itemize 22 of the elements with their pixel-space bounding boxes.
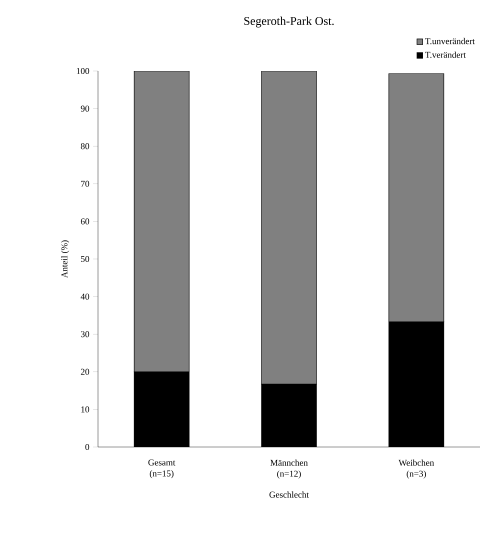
bar [261,70,317,385]
y-tick-label: 100 [76,68,90,74]
y-tick-label: 50 [81,256,90,262]
bar [388,73,444,322]
y-tick-label: 0 [85,444,90,450]
y-tick-label: 90 [80,106,90,112]
y-axis-title: Anteil (%) [61,240,70,278]
y-tick-label: 40 [80,294,90,300]
x-tick-label: Gesamt (n=15) [148,459,176,478]
legend-label: T.unverändert [425,38,475,44]
y-tick-label: 70 [81,180,90,187]
y-tick-label: 80 [80,143,90,150]
x-axis-title: Geschlecht [269,491,309,498]
y-tick-label: 20 [80,368,90,375]
chart-title: Segeroth-Park Ost. [244,16,334,28]
y-tick-label: 60 [80,218,90,224]
legend-label: T.verändert [425,52,466,58]
y-tick-label: 30 [80,331,90,338]
x-tick-label: Weibchen (n=3) [398,459,434,479]
y-tick-label: 10 [81,406,90,412]
bar [134,70,190,372]
x-tick-label: Männchen (n=12) [270,459,308,479]
